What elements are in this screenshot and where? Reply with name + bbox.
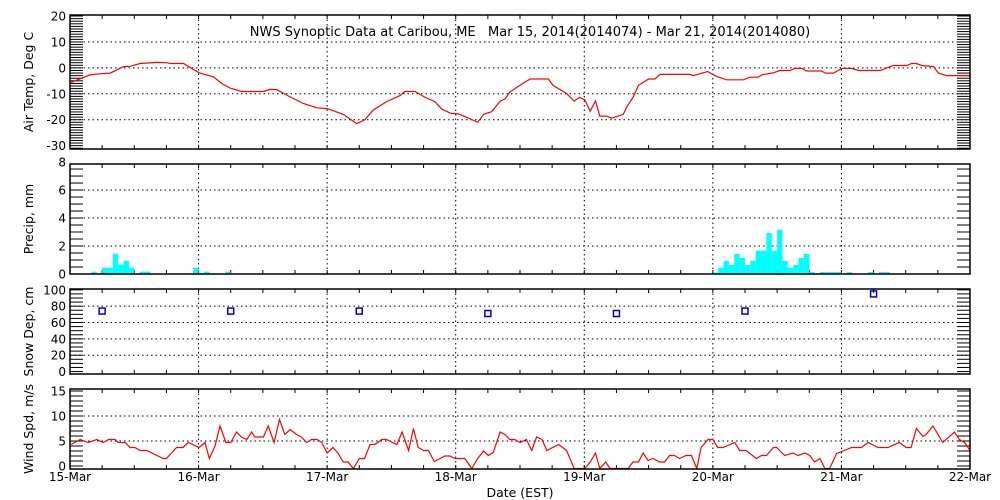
precip-ytick-label: 8 — [58, 156, 66, 170]
precip-bar — [718, 267, 724, 274]
snow-y-axis-label: Snow Dep, cm — [21, 287, 36, 377]
wind-ytick-label: 5 — [58, 435, 66, 449]
snow-panel: 100 80 60 40 20 0 Snow Dep, cm — [21, 283, 971, 379]
temp-panel: 20 10 0 -10 -20 -30 Air Temp, Deg C — [21, 10, 971, 153]
precip-bar — [825, 272, 831, 274]
x-tick-label: 22-Mar — [949, 470, 991, 484]
precip-bar — [755, 250, 762, 274]
snow-ytick-label: 60 — [51, 316, 66, 330]
x-axis-label: Date (EST) — [486, 485, 553, 500]
snow-point — [355, 307, 364, 315]
temp-y-axis-label: Air Temp, Deg C — [21, 32, 36, 133]
wind-ytick-label: 0 — [58, 460, 66, 474]
precip-bar — [118, 264, 124, 274]
precip-bar — [750, 260, 756, 274]
wind-ytick-label: 10 — [51, 410, 66, 424]
precip-ytick-label: 4 — [58, 212, 66, 226]
snow-point — [869, 290, 878, 298]
snow-point — [98, 307, 106, 315]
snow-ytick-label: 0 — [58, 365, 66, 379]
snow-ytick-label: 40 — [51, 332, 66, 346]
snow-series — [98, 290, 878, 318]
snow-point — [741, 307, 749, 315]
temp-ytick-label: -30 — [46, 139, 66, 153]
precip-bar — [761, 250, 767, 274]
precip-panel: 8 6 4 2 0 Precip, mm — [21, 156, 971, 282]
precip-bar — [782, 260, 788, 274]
precip-bar — [139, 271, 145, 274]
temp-ytick-label: 0 — [58, 61, 66, 75]
precip-bar — [820, 272, 826, 274]
wind-line — [70, 417, 970, 469]
precip-bar — [203, 271, 210, 274]
precip-series — [91, 229, 890, 274]
snow-point — [226, 307, 235, 315]
precip-bar — [798, 258, 804, 274]
precip-bar — [777, 229, 783, 274]
precip-bar — [723, 260, 729, 274]
precip-frame — [69, 163, 971, 275]
wind-series — [70, 417, 970, 469]
precip-bar — [128, 267, 135, 274]
precip-bar — [771, 250, 778, 274]
snow-point — [484, 309, 492, 318]
precip-ytick-label: 0 — [58, 268, 66, 282]
precip-bar — [830, 272, 837, 274]
precip-bar — [809, 272, 815, 274]
precip-bar — [728, 265, 735, 274]
precip-bar — [193, 267, 199, 274]
x-tick-label: 15-Mar — [49, 470, 91, 484]
x-tick-label: 19-Mar — [563, 470, 605, 484]
precip-bar — [836, 272, 842, 274]
precip-bar — [803, 253, 810, 274]
precip-bar — [868, 272, 874, 274]
precip-bar — [846, 272, 853, 274]
wind-y-axis-label: Wind Spd, m/s — [21, 384, 36, 474]
precip-bar — [766, 232, 772, 274]
temp-ytick-label: -10 — [46, 87, 66, 101]
temp-series — [70, 61, 970, 125]
precip-bar — [102, 267, 108, 274]
x-tick-label: 21-Mar — [820, 470, 862, 484]
precip-bar — [878, 272, 885, 274]
temp-ytick-label: 10 — [51, 35, 66, 49]
x-tick-label: 18-Mar — [435, 470, 477, 484]
x-tick-label: 16-Mar — [177, 470, 219, 484]
precip-bar — [884, 272, 890, 274]
precip-bar — [734, 253, 740, 274]
precip-bar — [123, 260, 129, 274]
wind-frame — [69, 388, 971, 470]
wind-ytick-label: 15 — [51, 385, 66, 399]
snow-ytick-label: 100 — [43, 283, 66, 297]
precip-bar — [225, 271, 231, 274]
precip-ytick-label: 2 — [58, 240, 66, 254]
chart-title: NWS Synoptic Data at Caribou, ME Mar 15,… — [250, 25, 810, 40]
precip-bar — [91, 271, 97, 274]
temp-ytick-label: -20 — [46, 113, 66, 127]
precip-bar — [107, 267, 113, 274]
temp-frame — [69, 14, 971, 150]
x-tick-label: 20-Mar — [692, 470, 734, 484]
precip-bar — [793, 265, 799, 274]
temp-line — [70, 61, 970, 125]
snow-point — [612, 309, 621, 318]
precip-y-axis-label: Precip, mm — [21, 184, 36, 254]
wind-panel: 15 10 5 0 Wind Spd, m/s 15-Mar 16-Mar 17-Mar 18-… — [21, 384, 991, 484]
precip-ytick-label: 6 — [58, 184, 66, 198]
precip-bar — [145, 271, 151, 274]
snow-ytick-label: 80 — [51, 300, 66, 314]
precip-bar — [112, 253, 119, 274]
precip-bar — [745, 265, 751, 274]
precip-bar — [739, 258, 745, 274]
x-tick-label: 17-Mar — [306, 470, 348, 484]
precip-bar — [787, 267, 794, 274]
snow-ytick-label: 20 — [51, 349, 66, 363]
snow-frame — [69, 288, 971, 375]
temp-ytick-label: 20 — [51, 10, 66, 24]
